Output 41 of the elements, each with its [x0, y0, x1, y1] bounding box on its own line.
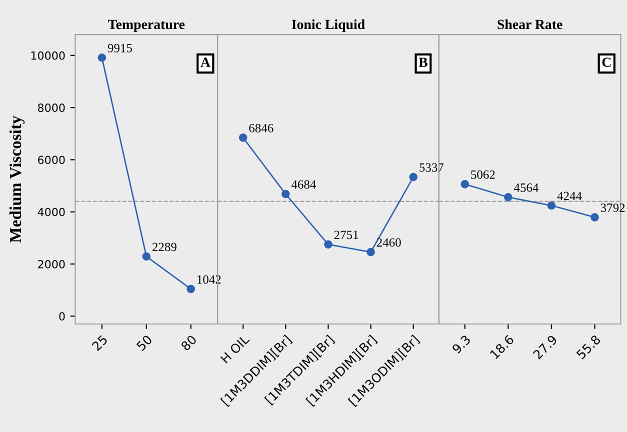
data-label: 4684 — [291, 180, 316, 189]
y-tick-label: 8000 — [38, 104, 65, 112]
data-label: 4244 — [557, 192, 582, 200]
chart-title: Ionic Liquid — [292, 19, 365, 32]
data-label: 2460 — [376, 238, 401, 247]
x-tick-label: 9.3 — [452, 334, 472, 354]
point — [590, 213, 599, 222]
data-label: 4564 — [514, 183, 539, 192]
annotation: C — [602, 58, 611, 67]
y-axis-title: Medium Viscosity — [9, 116, 25, 243]
data-label: 6846 — [249, 124, 274, 132]
point — [409, 172, 418, 182]
data-label: 2289 — [152, 242, 176, 252]
y-tick-label: 0 — [59, 312, 65, 321]
x-tick-label: 80 — [180, 334, 198, 352]
data-label: 2751 — [334, 230, 358, 240]
point — [281, 190, 290, 198]
point — [238, 133, 248, 142]
chart-title: Temperature — [108, 20, 185, 32]
point — [98, 53, 106, 62]
point — [504, 193, 512, 202]
y-tick-label: 10000 — [31, 51, 65, 60]
data-label: 9915 — [108, 44, 132, 52]
y-tick-label: 4000 — [38, 208, 65, 216]
y-tick-label: 2000 — [38, 260, 65, 268]
x-tick-label: 25 — [91, 334, 108, 352]
point — [142, 252, 151, 261]
point — [324, 240, 332, 249]
point — [186, 284, 196, 294]
annotation: A — [200, 58, 210, 67]
point — [547, 201, 556, 210]
x-tick-label: 50 — [136, 334, 153, 352]
chart-title: Shear Rate — [498, 19, 562, 30]
data-label: 3792 — [600, 204, 625, 212]
data-label: 5337 — [420, 163, 444, 172]
point — [366, 248, 375, 256]
data-label: 1042 — [198, 275, 221, 284]
point — [460, 180, 470, 188]
y-tick-label: 6000 — [38, 156, 65, 164]
annotation: B — [418, 58, 428, 67]
data-label: 5062 — [471, 170, 495, 179]
